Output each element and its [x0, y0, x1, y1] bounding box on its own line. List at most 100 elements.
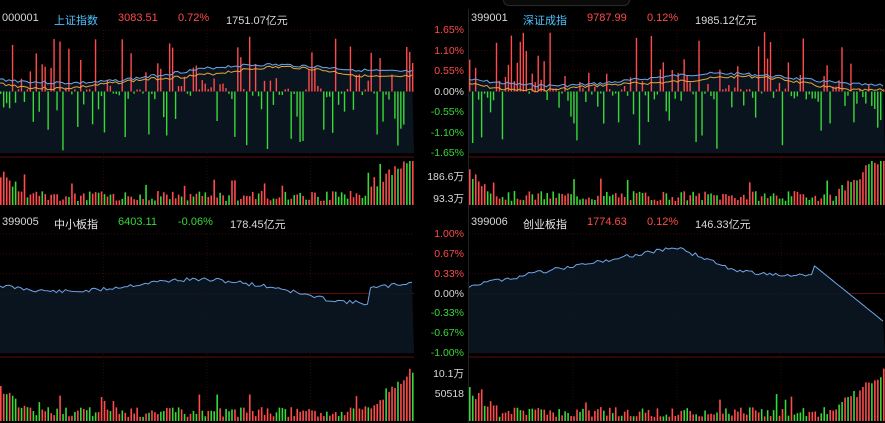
volume-bar	[85, 410, 88, 421]
breadth-bar	[641, 81, 644, 92]
volume-bar	[0, 386, 2, 421]
breadth-bar	[680, 91, 682, 101]
volume-bar	[269, 413, 272, 421]
breadth-bar	[243, 89, 245, 92]
volume-bar	[207, 410, 210, 421]
index-name[interactable]: 深证成指	[523, 15, 567, 27]
volume-bar	[698, 193, 700, 205]
volume-bar	[207, 196, 210, 205]
intraday-chart[interactable]	[0, 213, 468, 423]
volume-bar	[198, 191, 201, 205]
panel-drag-handle[interactable]	[503, 0, 630, 6]
breadth-bar	[183, 76, 186, 92]
breadth-bar	[820, 91, 822, 131]
panel-sme-board[interactable]: 399005 中小板指 6403.11 -0.06% 178.45亿元 1.00…	[0, 213, 468, 423]
volume-bar	[219, 192, 221, 205]
volume-bar	[367, 407, 370, 421]
volume-bar	[728, 413, 730, 421]
breadth-bar	[171, 47, 174, 92]
intraday-chart[interactable]	[469, 213, 885, 423]
breadth-bar	[47, 91, 49, 130]
intraday-chart[interactable]	[469, 9, 885, 210]
volume-bar	[400, 383, 402, 421]
volume-bar	[201, 410, 204, 421]
breadth-bar	[486, 91, 489, 98]
index-price: 9787.99	[587, 12, 627, 24]
volume-bar	[603, 410, 605, 421]
volume-bar	[492, 182, 495, 205]
breadth-bar	[163, 91, 165, 118]
volume-bar	[760, 196, 763, 205]
volume-bar	[632, 416, 635, 421]
volume-bar	[355, 193, 358, 205]
volume-bar	[701, 416, 703, 421]
volume-bar	[163, 192, 165, 205]
volume-bar	[32, 411, 35, 421]
breadth-bar	[180, 86, 183, 92]
volume-bar	[370, 408, 373, 421]
index-name[interactable]: 上证指数	[54, 15, 98, 27]
volume-bar	[248, 394, 251, 421]
breadth-bar	[26, 89, 29, 92]
index-name[interactable]: 中小板指	[54, 219, 98, 231]
volume-bar	[626, 179, 629, 205]
volume-bar	[163, 411, 165, 421]
breadth-bar	[853, 91, 855, 123]
breadth-bar	[275, 78, 278, 92]
volume-bar	[847, 180, 849, 205]
volume-bar	[865, 382, 867, 421]
volume-bar	[555, 197, 557, 205]
volume-bar	[805, 197, 808, 205]
volume-bar	[793, 191, 796, 205]
breadth-bar	[626, 91, 629, 96]
volume-bar	[361, 409, 364, 421]
breadth-bar	[251, 91, 254, 96]
volume-bar	[183, 413, 186, 421]
panel-shanghai-index[interactable]: 000001 上证指数 3083.51 0.72% 1751.07亿元 1.65…	[0, 9, 468, 210]
y-axis-label: -1.10%	[430, 126, 464, 139]
breadth-bar	[543, 61, 545, 92]
volume-bar	[136, 199, 138, 205]
panel-chinext[interactable]: 399006 创业板指 1774.63 0.12% 146.33亿元	[469, 213, 885, 423]
breadth-bar	[713, 91, 715, 100]
breadth-bar	[68, 48, 70, 92]
volume-bar	[799, 194, 802, 205]
volume-axis-label: 50518	[434, 388, 464, 400]
index-name[interactable]: 创业板指	[523, 219, 567, 231]
y-axis-label: 0.33%	[434, 267, 464, 280]
panel-shenzhen-component[interactable]: 399001 深证成指 9787.99 0.12% 1985.12亿元	[469, 9, 885, 210]
volume-bar	[617, 416, 620, 421]
volume-bar	[376, 186, 379, 205]
volume-bar	[228, 411, 230, 421]
volume-bar	[507, 192, 510, 205]
volume-bar	[558, 409, 560, 421]
volume-bar	[201, 195, 204, 205]
volume-bar	[722, 413, 724, 421]
breadth-bar	[112, 91, 115, 94]
volume-bar	[745, 414, 748, 421]
breadth-bar	[504, 76, 507, 92]
breadth-bar	[346, 88, 349, 92]
breadth-bar	[189, 91, 192, 96]
volume-bar	[647, 409, 650, 421]
breadth-bar	[23, 91, 26, 102]
intraday-chart[interactable]	[0, 9, 468, 210]
volume-bar	[606, 415, 608, 421]
volume-bar	[331, 191, 334, 205]
volume-bar	[237, 416, 239, 421]
volume-bar	[802, 194, 805, 205]
breadth-bar	[528, 91, 530, 94]
volume-bar	[296, 194, 299, 205]
breadth-bar	[546, 91, 548, 100]
volume-bar	[403, 380, 405, 421]
breadth-bar	[314, 66, 316, 92]
volume-bar	[623, 197, 626, 205]
volume-bar	[790, 396, 793, 421]
breadth-bar	[349, 46, 352, 92]
index-price: 1774.63	[587, 216, 627, 228]
volume-bar	[263, 414, 266, 421]
volume-bar	[591, 199, 593, 205]
volume-bar	[549, 198, 552, 205]
volume-bar	[278, 197, 281, 205]
volume-bar	[483, 405, 486, 421]
